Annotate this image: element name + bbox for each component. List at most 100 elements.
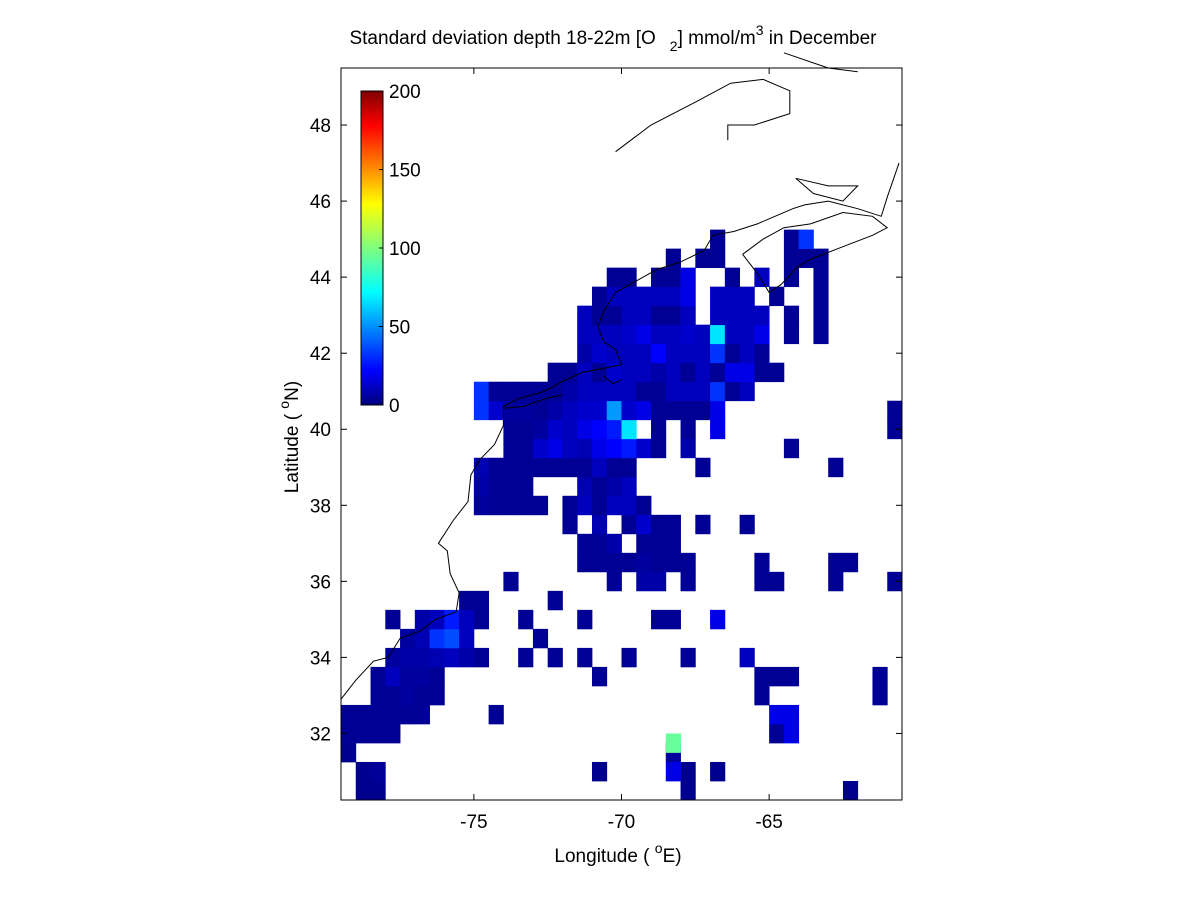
heatmap-cell <box>724 267 741 288</box>
heatmap-cell <box>710 609 726 630</box>
y-axis-label: Latitude ( oN) <box>276 381 303 493</box>
heatmap-cell <box>385 647 401 668</box>
heatmap-cell <box>577 343 593 364</box>
heatmap-cell <box>680 343 696 364</box>
heatmap-cell <box>429 685 445 706</box>
heatmap-cell <box>651 267 667 288</box>
heatmap-cell <box>680 381 696 402</box>
coastline-path <box>340 162 900 700</box>
heatmap-cell <box>621 476 637 497</box>
heatmap-cell <box>651 400 667 421</box>
heatmap-cell <box>754 305 770 326</box>
heatmap-cell <box>591 514 608 535</box>
heatmap-cell <box>754 324 770 345</box>
heatmap-cell <box>591 761 608 782</box>
heatmap-cell <box>665 324 681 345</box>
heatmap-cell <box>503 400 519 421</box>
heatmap-cell <box>414 704 430 725</box>
heatmap-cell <box>783 324 800 345</box>
heatmap-cell <box>577 495 593 516</box>
heatmap-cell <box>754 571 770 592</box>
coastline-path <box>603 375 622 385</box>
heatmap-cell <box>680 400 696 421</box>
heatmap-cell <box>355 723 371 744</box>
heatmap-cell <box>680 419 696 440</box>
heatmap-cell <box>370 780 386 801</box>
heatmap-cell <box>532 495 549 516</box>
heatmap-cell <box>591 476 608 497</box>
heatmap-cell <box>488 400 504 421</box>
heatmap-cell <box>414 647 430 668</box>
heatmap-cell <box>680 552 696 573</box>
heatmap-cell <box>783 305 800 326</box>
heatmap-cell <box>606 305 622 326</box>
heatmap-cell <box>798 229 814 250</box>
heatmap-cell <box>591 495 608 516</box>
y-tick-label: 42 <box>310 344 331 365</box>
heatmap-cell <box>518 400 534 421</box>
heatmap-cell <box>710 305 726 326</box>
heatmap-cell <box>724 286 741 307</box>
heatmap-cell <box>724 324 741 345</box>
heatmap-cell <box>769 286 785 307</box>
y-tick-label: 36 <box>310 572 331 593</box>
heatmap-cell <box>754 685 770 706</box>
heatmap-cell <box>577 419 593 440</box>
heatmap-cell <box>503 495 519 516</box>
heatmap-cell <box>414 666 430 687</box>
heatmap-cell <box>606 267 622 288</box>
heatmap-cell <box>532 457 549 478</box>
heatmap-cell <box>473 381 490 402</box>
heatmap-cell <box>754 343 770 364</box>
heatmap-cell <box>444 609 460 630</box>
heatmap-cell <box>724 305 741 326</box>
heatmap-cell <box>665 609 681 630</box>
heatmap-cell <box>665 286 681 307</box>
heatmap-cell <box>488 457 504 478</box>
heatmap-cell <box>813 267 829 288</box>
heatmap-cell <box>828 571 844 592</box>
heatmap-cell <box>769 362 785 383</box>
heatmap-cell <box>695 457 711 478</box>
heatmap-cell <box>488 476 504 497</box>
heatmap-cell <box>355 761 371 782</box>
heatmap-cell <box>473 590 490 611</box>
colorbar-tick-label: 100 <box>389 239 421 260</box>
heatmap-cell <box>651 514 667 535</box>
heatmap-cell <box>651 438 667 459</box>
heatmap-cell <box>621 457 637 478</box>
heatmap-cell <box>754 552 770 573</box>
heatmap-cell <box>621 438 637 459</box>
coastline-path <box>795 177 859 202</box>
heatmap-cell <box>739 514 755 535</box>
heatmap-cell <box>562 438 578 459</box>
heatmap-cell <box>710 286 726 307</box>
heatmap-cell <box>518 419 534 440</box>
heatmap-cell <box>710 229 726 250</box>
heatmap-cell <box>591 362 608 383</box>
heatmap-cell <box>739 324 755 345</box>
heatmap-cell <box>385 666 401 687</box>
heatmap-cell <box>695 324 711 345</box>
colorbar-tick-label: 50 <box>389 318 410 339</box>
heatmap-cell <box>872 666 888 687</box>
heatmap-cell <box>547 381 563 402</box>
heatmap-cell <box>754 267 770 288</box>
heatmap-cell <box>769 704 785 725</box>
heatmap-cell <box>872 685 888 706</box>
heatmap-cell <box>842 552 859 573</box>
heatmap-cell <box>400 628 416 649</box>
heatmap-cell <box>636 533 652 554</box>
heatmap-cell <box>680 780 696 801</box>
heatmap-cell <box>636 324 652 345</box>
heatmap-cell <box>355 704 371 725</box>
heatmap-cell <box>370 666 386 687</box>
x-tick-label: -70 <box>608 812 635 833</box>
heatmap-cell <box>783 248 800 269</box>
heatmap-cell <box>680 267 696 288</box>
heatmap-cell <box>577 381 593 402</box>
heatmap-cell <box>621 552 637 573</box>
coastline-path <box>615 78 791 153</box>
heatmap-cell <box>591 381 608 402</box>
heatmap-cell <box>532 400 549 421</box>
